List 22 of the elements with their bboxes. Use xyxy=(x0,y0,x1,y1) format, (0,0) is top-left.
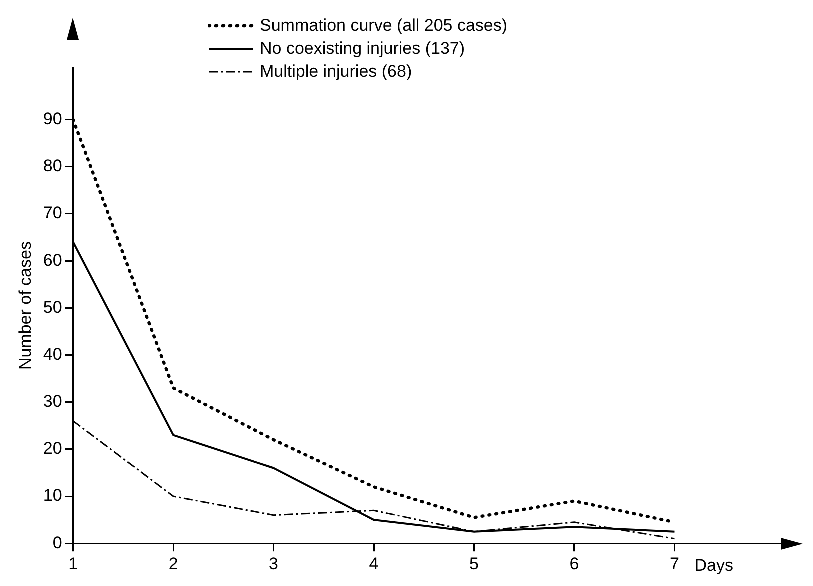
y-tick-label: 50 xyxy=(43,298,62,317)
y-tick-label: 60 xyxy=(43,250,62,270)
y-tick-label: 70 xyxy=(43,204,62,223)
y-tick-label: 20 xyxy=(43,439,62,458)
x-tick-label: 4 xyxy=(369,554,379,574)
x-tick-label: 6 xyxy=(570,554,580,574)
x-tick-label: 5 xyxy=(470,554,479,574)
y-axis-title: Number of cases xyxy=(16,242,35,370)
y-tick-label: 30 xyxy=(43,392,62,412)
legend-label: Multiple injuries (68) xyxy=(260,61,412,83)
x-tick-label: 3 xyxy=(269,554,279,574)
y-tick-label: 10 xyxy=(43,486,62,506)
x-tick-label: 2 xyxy=(168,554,178,574)
legend-label: No coexisting injuries (137) xyxy=(260,38,466,60)
y-tick-label: 40 xyxy=(43,344,62,364)
y-tick-label: 0 xyxy=(52,533,62,552)
y-tick-label: 90 xyxy=(43,109,62,128)
x-axis-title: Days xyxy=(694,556,734,575)
x-tick-label: 1 xyxy=(68,554,78,574)
x-tick-label: 7 xyxy=(670,554,680,574)
legend-label: Summation curve (all 205 cases) xyxy=(260,15,508,37)
y-tick-label: 80 xyxy=(43,156,62,176)
